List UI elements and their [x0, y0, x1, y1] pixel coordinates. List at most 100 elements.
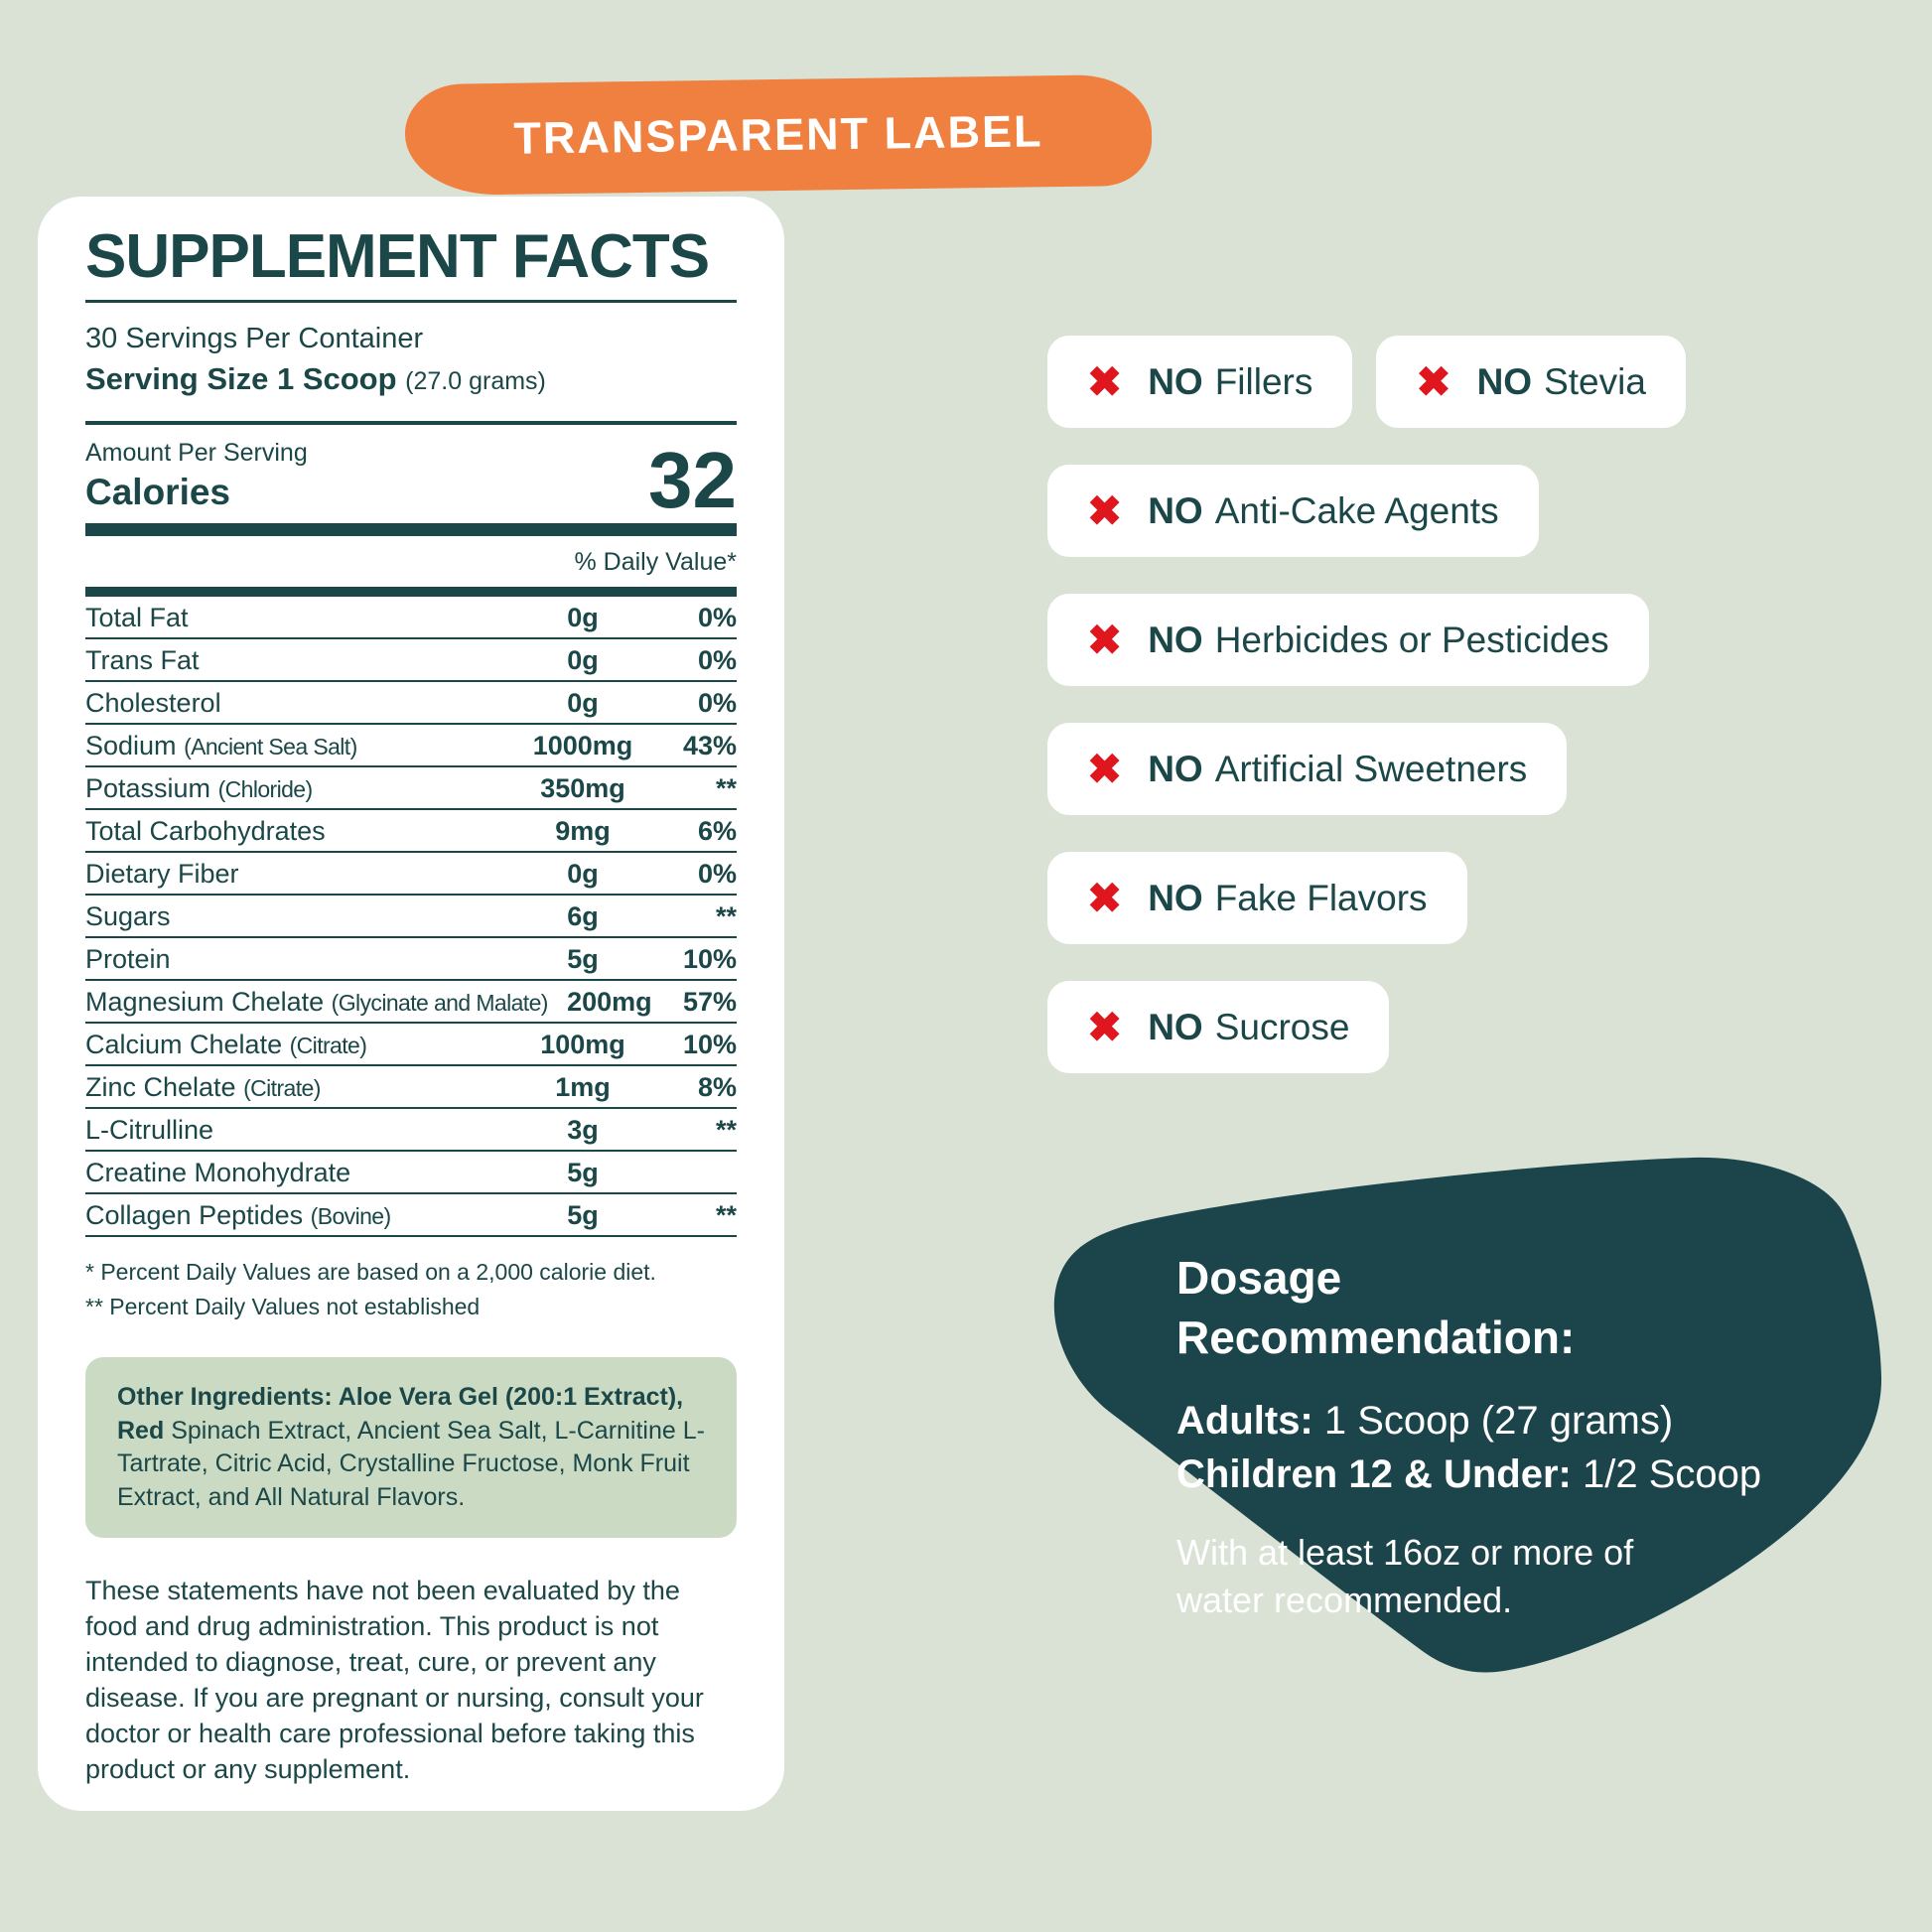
- thick-divider: [85, 587, 737, 597]
- x-icon: ✖: [1087, 745, 1123, 792]
- badge-no-fillers: ✖ NO Fillers: [1047, 336, 1353, 428]
- row-dv: **: [715, 1115, 737, 1145]
- panel-title: SUPPLEMENT FACTS: [85, 222, 710, 291]
- table-row: Cholesterol 0g 0%: [85, 682, 737, 725]
- row-dv: 43%: [682, 731, 737, 760]
- banner-title: TRANSPARENT LABEL: [513, 105, 1043, 164]
- no-claims-list: ✖ NO Fillers ✖ NO Stevia ✖ NO Anti-Cake Agents…: [1047, 336, 1921, 1110]
- row-amount: 1000mg: [532, 731, 633, 760]
- table-row: Creatine Monohydrate 5g: [85, 1152, 737, 1194]
- table-row: Magnesium Chelate (Glycinate and Malate)…: [85, 981, 737, 1024]
- row-amount: 3g: [567, 1115, 599, 1145]
- row-dv: 0%: [697, 859, 737, 889]
- calories-left: Amount Per Serving Calories: [85, 439, 308, 513]
- badge-no-fake-flavors: ✖ NO Fake Flavors: [1047, 852, 1467, 944]
- row-label: Calcium Chelate (Citrate): [85, 1030, 508, 1060]
- badge-row: ✖ NO Sucrose: [1047, 981, 1921, 1073]
- divider: [85, 421, 737, 425]
- badge-row: ✖ NO Fillers ✖ NO Stevia: [1047, 336, 1921, 428]
- other-ingredients-lead: Other Ingredients: Aloe Vera Gel (200:1 …: [117, 1383, 684, 1445]
- row-dv: 8%: [697, 1072, 737, 1102]
- row-amount: 1mg: [555, 1072, 611, 1102]
- row-label-text: Dietary Fiber: [85, 859, 239, 889]
- badge-label: Sucrose: [1214, 1006, 1350, 1047]
- table-row: Dietary Fiber 0g 0%: [85, 853, 737, 896]
- daily-value-header: % Daily Value*: [574, 548, 737, 576]
- serving-size: Serving Size 1 Scoop (27.0 grams): [85, 361, 737, 397]
- badge-row: ✖ NO Herbicides or Pesticides: [1047, 594, 1921, 686]
- table-row: L-Citrulline 3g **: [85, 1109, 737, 1152]
- badge-no: NO: [1476, 360, 1533, 402]
- table-row: Sugars 6g **: [85, 896, 737, 938]
- row-amount: 5g: [567, 1200, 599, 1230]
- row-label-sub: (Ancient Sea Salt): [184, 734, 357, 759]
- row-amount: 9mg: [555, 816, 611, 846]
- badge-no: NO: [1148, 489, 1203, 531]
- row-amount: 100mg: [540, 1030, 625, 1059]
- x-icon: ✖: [1087, 616, 1123, 663]
- badge-row: ✖ NO Artificial Sweetners: [1047, 723, 1921, 815]
- row-label-sub: (Glycinate and Malate): [331, 990, 549, 1016]
- table-row: Zinc Chelate (Citrate) 1mg 8%: [85, 1066, 737, 1109]
- row-amount: 5g: [567, 944, 599, 974]
- x-icon: ✖: [1087, 874, 1123, 921]
- row-label-sub: (Bovine): [310, 1203, 391, 1229]
- badge-label: Artificial Sweetners: [1214, 748, 1528, 789]
- other-ingredients-rest: Spinach Extract, Ancient Sea Salt, L-Car…: [117, 1416, 705, 1511]
- row-label-text: Potassium: [85, 773, 211, 803]
- dosage-note: With at least 16oz or more of water reco…: [1176, 1531, 1634, 1621]
- row-label-text: Protein: [85, 944, 171, 974]
- dosage-title-line2: Recommendation:: [1176, 1311, 1576, 1363]
- row-label: Zinc Chelate (Citrate): [85, 1072, 508, 1103]
- fda-disclaimer: These statements have not been evaluated…: [85, 1576, 704, 1784]
- row-dv: **: [715, 773, 737, 803]
- dosage-text: Dosage Recommendation: Adults: 1 Scoop (…: [1176, 1249, 1772, 1625]
- badge-no-herbicides: ✖ NO Herbicides or Pesticides: [1047, 594, 1649, 686]
- badge-label: Herbicides or Pesticides: [1214, 619, 1609, 660]
- row-dv: 10%: [682, 944, 737, 974]
- thick-divider: [85, 523, 737, 536]
- amount-per-serving-label: Amount Per Serving: [85, 439, 308, 467]
- table-row: Collagen Peptides (Bovine) 5g **: [85, 1194, 737, 1237]
- row-label: Total Carbohydrates: [85, 816, 508, 847]
- table-row: Potassium (Chloride) 350mg **: [85, 767, 737, 810]
- x-icon: ✖: [1087, 357, 1123, 405]
- table-row: Total Carbohydrates 9mg 6%: [85, 810, 737, 853]
- row-dv: **: [715, 1200, 737, 1230]
- dosage-lines: Adults: 1 Scoop (27 grams) Children 12 &…: [1176, 1394, 1772, 1501]
- calories-value: 32: [648, 436, 737, 525]
- dosage-children: Children 12 & Under: 1/2 Scoop: [1176, 1448, 1772, 1501]
- row-amount: 5g: [567, 1158, 599, 1187]
- other-ingredients-box: Other Ingredients: Aloe Vera Gel (200:1 …: [85, 1357, 737, 1538]
- row-label-text: Total Fat: [85, 603, 189, 632]
- row-label-sub: (Citrate): [289, 1033, 367, 1058]
- row-label: L-Citrulline: [85, 1115, 508, 1146]
- row-label-text: Trans Fat: [85, 645, 200, 675]
- row-label: Creatine Monohydrate: [85, 1158, 508, 1188]
- row-amount: 350mg: [540, 773, 625, 803]
- badge-label: Anti-Cake Agents: [1214, 489, 1499, 531]
- row-dv: 0%: [697, 645, 737, 675]
- badge-label: Fake Flavors: [1214, 877, 1428, 918]
- row-amount: 6g: [567, 901, 599, 931]
- transparent-label-banner: TRANSPARENT LABEL: [404, 73, 1153, 197]
- row-label: Magnesium Chelate (Glycinate and Malate): [85, 987, 548, 1018]
- badge-no: NO: [1148, 619, 1203, 660]
- table-row: Protein 5g 10%: [85, 938, 737, 981]
- row-label-text: Sugars: [85, 901, 171, 931]
- row-label: Cholesterol: [85, 688, 508, 719]
- footnotes: * Percent Daily Values are based on a 2,…: [85, 1255, 737, 1323]
- badge-no: NO: [1148, 748, 1203, 789]
- row-amount: 200mg: [567, 987, 652, 1017]
- row-amount: 0g: [567, 603, 599, 632]
- row-label-text: Zinc Chelate: [85, 1072, 236, 1102]
- row-label: Total Fat: [85, 603, 508, 633]
- row-dv: 6%: [697, 816, 737, 846]
- divider: [85, 300, 737, 303]
- row-dv: 0%: [697, 688, 737, 718]
- row-amount: 0g: [567, 645, 599, 675]
- x-icon: ✖: [1416, 357, 1451, 405]
- row-label: Dietary Fiber: [85, 859, 508, 890]
- row-dv: **: [715, 901, 737, 931]
- calories-label: Calories: [85, 472, 231, 512]
